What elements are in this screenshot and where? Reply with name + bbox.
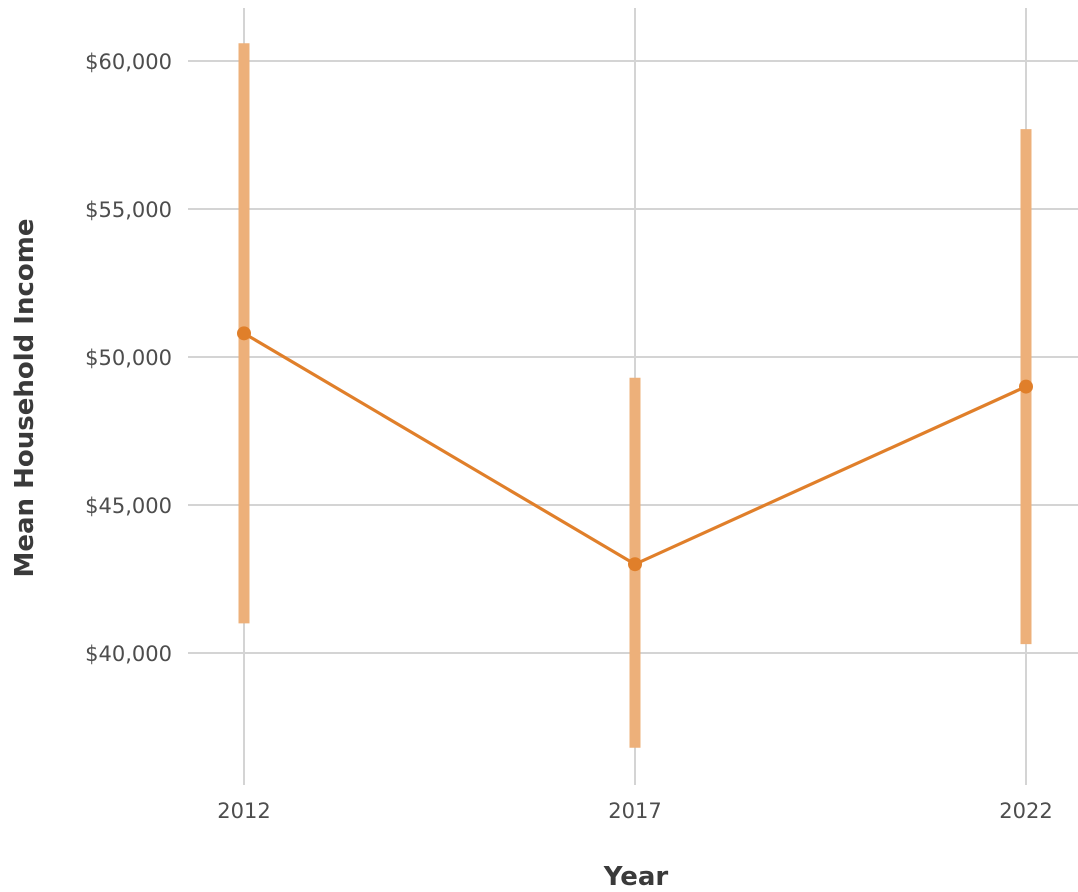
x-tick-label: 2017: [608, 799, 661, 823]
data-points: [237, 326, 1033, 572]
data-point: [628, 557, 642, 572]
x-tick-label: 2022: [999, 799, 1052, 823]
y-tick-label: $55,000: [85, 198, 172, 222]
x-tick-labels: 2012 2017 2022: [217, 799, 1052, 823]
y-tick-label: $60,000: [85, 50, 172, 74]
y-gridlines: [188, 60, 1078, 654]
y-tick-label: $40,000: [85, 642, 172, 666]
y-tick-label: $45,000: [85, 494, 172, 518]
data-point: [237, 326, 251, 341]
x-tick-label: 2012: [217, 799, 270, 823]
y-axis-title: Mean Household Income: [10, 219, 40, 578]
y-tick-labels: $40,000 $45,000 $50,000 $55,000 $60,000: [85, 50, 172, 666]
y-tick-label: $50,000: [85, 346, 172, 370]
data-point: [1019, 379, 1033, 394]
x-axis-title: Year: [603, 862, 669, 892]
